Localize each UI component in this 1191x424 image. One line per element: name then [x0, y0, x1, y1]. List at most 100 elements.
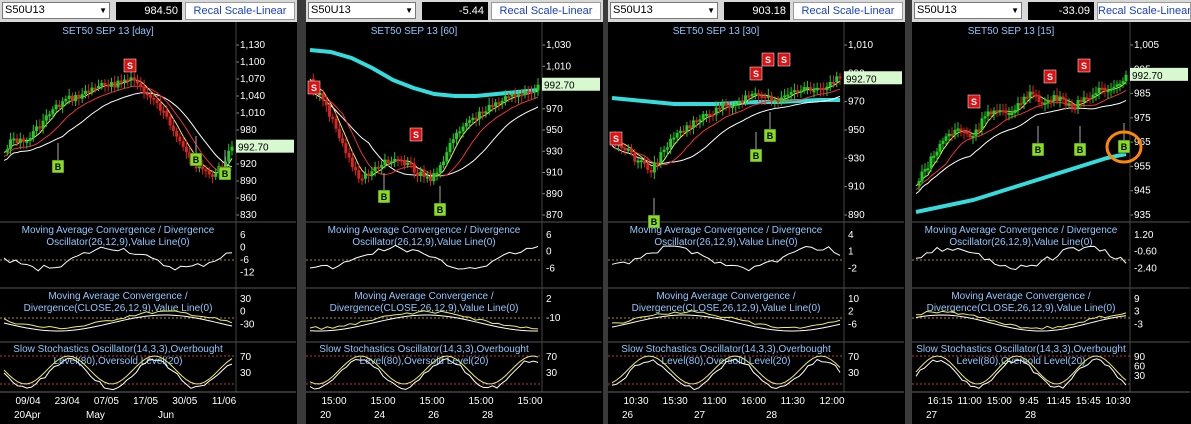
symbol-dropdown[interactable]: S50U13 ▼ — [610, 2, 718, 19]
candle-body — [497, 102, 501, 105]
candle-body — [1052, 95, 1056, 101]
candle-body — [783, 95, 787, 98]
candle-body — [965, 131, 969, 134]
candle-body — [106, 84, 110, 87]
stochastic-label: Level(80),Oversold Level(20) — [360, 356, 489, 367]
candle-body — [956, 128, 960, 131]
price-tick-label: 1,010 — [546, 61, 571, 72]
candle-body — [835, 76, 839, 83]
macd-label: Moving Average Convergence / — [656, 291, 796, 302]
macd-label: Moving Average Convergence / — [951, 291, 1091, 302]
chevron-down-icon: ▼ — [99, 6, 107, 15]
candle-body — [77, 94, 81, 99]
candle-body — [812, 90, 816, 93]
x-axis-tick-label: 15:00 — [321, 396, 346, 407]
candle-body — [831, 81, 835, 84]
buy-signal-label: B — [55, 162, 62, 172]
x-axis-tick-label: 12:00 — [819, 396, 844, 407]
candle-body — [230, 146, 234, 151]
symbol-dropdown[interactable]: S50U13 ▼ — [2, 2, 110, 19]
candle-body — [809, 87, 813, 91]
moving-average-white-line — [915, 99, 1127, 195]
x-axis-area — [0, 392, 296, 424]
candle-body — [393, 158, 397, 162]
candle-body — [370, 171, 374, 177]
stochastic-tick-label: 70 — [546, 352, 558, 363]
candle-body — [536, 84, 540, 91]
candle-body — [1031, 91, 1035, 95]
x-axis-tick-label: 15:00 — [468, 396, 493, 407]
value-readout: -33.09 — [1028, 2, 1094, 20]
candle-body — [96, 85, 100, 88]
candle-body — [484, 111, 488, 114]
candle-body — [1106, 90, 1110, 93]
chart-area[interactable]: SET50 SEP 13 [30]1,010990970950930910890… — [608, 22, 905, 424]
candle-body — [753, 93, 757, 96]
candle-body — [959, 128, 963, 132]
candle-body — [953, 129, 957, 135]
symbol-dropdown[interactable]: S50U13 ▼ — [914, 2, 1022, 19]
candle-body — [145, 93, 149, 96]
x-axis-tick-label: 23/04 — [55, 396, 80, 407]
macd-tick-label: -3 — [1134, 319, 1143, 330]
recal-scale-button[interactable]: Recal Scale-Linear — [793, 2, 903, 20]
candle-body — [445, 152, 449, 162]
x-axis-date-label: 20Apr — [14, 410, 41, 421]
x-axis-tick-label: 15:00 — [419, 396, 444, 407]
chart-area[interactable]: SET50 SEP 13 [day] 1,130 1,100 1,070 1,040 1,… — [0, 22, 297, 424]
macd-label: Moving Average Convergence / — [354, 291, 494, 302]
macd-tick-label: 4 — [848, 230, 854, 241]
candle-body — [1094, 92, 1098, 95]
sell-signal-badge — [123, 58, 137, 73]
value-readout: 903.18 — [724, 2, 790, 20]
candle-body — [458, 131, 462, 134]
candle-body — [149, 94, 153, 98]
candle-body — [1115, 84, 1119, 87]
sell-signal-label: S — [413, 130, 419, 140]
candle-body — [695, 120, 699, 123]
price-tick-label: 935 — [1134, 210, 1151, 221]
stochastic-d-line — [915, 358, 1127, 389]
sell-signal-label: S — [1047, 72, 1053, 82]
x-axis-tick-label: 9:45 — [1019, 396, 1039, 407]
recal-scale-button[interactable]: Recal Scale-Linear — [185, 2, 295, 20]
chart-area[interactable]: SET50 SEP 13 [60]1,0301,0109909709509309… — [306, 22, 603, 424]
x-axis-date-label: 27 — [694, 410, 706, 421]
candle-body — [643, 160, 647, 164]
candle-body — [80, 94, 84, 99]
candle-body — [815, 87, 819, 91]
recal-scale-button[interactable]: Recal Scale-Linear — [491, 2, 601, 20]
chart-area[interactable]: SET50 SEP 13 [15]1,005995985975965955945… — [912, 22, 1191, 424]
candle-body — [757, 93, 761, 97]
candle-body — [1016, 103, 1020, 110]
candle-body — [688, 125, 692, 129]
sell-signal-badge — [609, 131, 623, 146]
candle-body — [409, 162, 413, 165]
price-tick-label: 1,005 — [1134, 40, 1159, 51]
candle-body — [5, 149, 9, 153]
candle-body — [373, 166, 377, 172]
candle-body — [61, 101, 65, 107]
recal-scale-button[interactable]: Recal Scale-Linear — [1097, 2, 1191, 20]
macd-oscillator-label: Moving Average Convergence / Divergence — [22, 225, 215, 236]
candle-body — [442, 161, 446, 166]
candle-body — [659, 152, 663, 164]
x-axis-tick-label: 15:45 — [1076, 396, 1101, 407]
candle-body — [481, 111, 485, 114]
candle-body — [799, 90, 803, 93]
x-axis-tick-label: 16:15 — [927, 396, 952, 407]
candle-body — [188, 152, 192, 158]
candle-body — [1061, 96, 1065, 99]
x-axis-date-label: 24 — [374, 410, 386, 421]
symbol-text: S50U13 — [917, 4, 957, 16]
candle-body — [1067, 103, 1071, 106]
symbol-dropdown[interactable]: S50U13 ▼ — [308, 2, 416, 19]
macd-oscillator-label: Oscillator(26,12,9),Value Line(0) — [654, 237, 797, 248]
candle-body — [520, 94, 524, 97]
x-axis-tick-label: 15:00 — [987, 396, 1012, 407]
candle-body — [471, 117, 475, 121]
candle-body — [998, 110, 1002, 113]
macd-tick-label: 0 — [546, 247, 552, 258]
candle-body — [181, 141, 185, 147]
x-axis-tick-label: 11:00 — [958, 396, 983, 407]
